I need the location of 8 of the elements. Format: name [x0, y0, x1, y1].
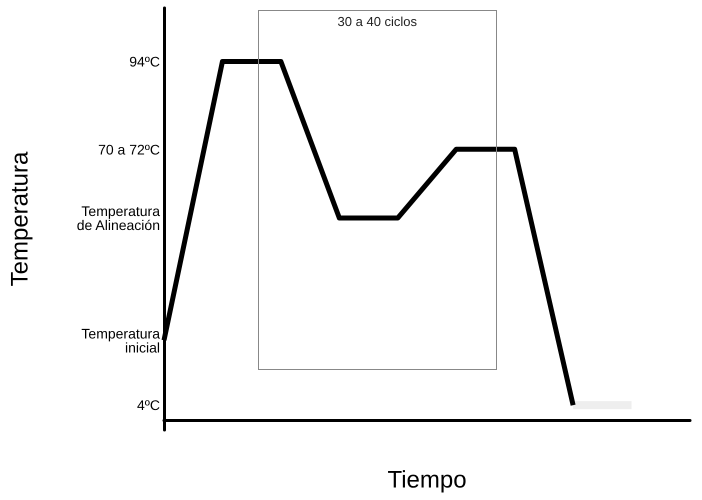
y-tick-label: 4ºC	[136, 397, 160, 414]
y-axis-title: Temperatura	[6, 150, 34, 286]
y-tick-label: Temperatura inicial	[81, 325, 160, 356]
y-tick-label: Temperatura de Alineación	[76, 203, 160, 234]
y-tick-label: 94ºC	[129, 53, 160, 70]
x-axis-title: Tiempo	[387, 466, 467, 494]
cycle-box: 30 a 40 ciclos	[258, 10, 498, 370]
y-tick-label: 70 a 72ºC	[98, 141, 160, 158]
